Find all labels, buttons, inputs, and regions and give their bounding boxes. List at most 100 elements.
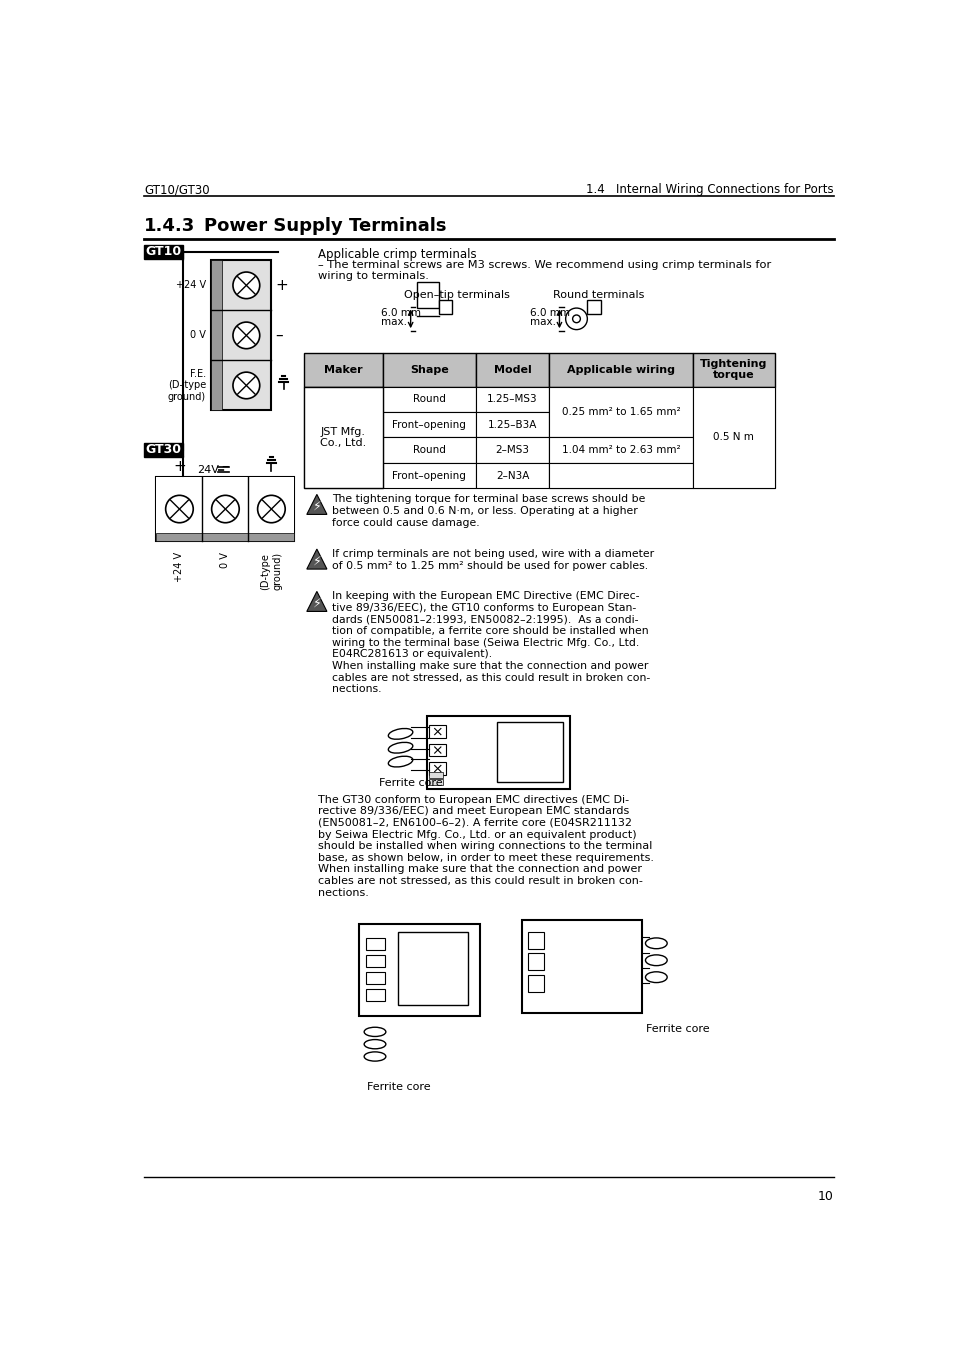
Text: 24V: 24V xyxy=(196,465,218,474)
Bar xyxy=(429,744,446,756)
Bar xyxy=(692,387,774,412)
Circle shape xyxy=(572,315,579,322)
Text: Round: Round xyxy=(413,395,445,404)
Bar xyxy=(382,353,476,387)
Bar xyxy=(382,387,476,412)
Text: +: + xyxy=(172,460,186,474)
Circle shape xyxy=(233,372,259,399)
Text: 1.25–MS3: 1.25–MS3 xyxy=(487,395,537,404)
Text: 1.04 mm² to 2.63 mm²: 1.04 mm² to 2.63 mm² xyxy=(561,445,679,456)
Text: Ferrite core: Ferrite core xyxy=(378,778,442,787)
Text: GT10: GT10 xyxy=(145,245,181,259)
Text: –: – xyxy=(221,460,229,474)
Bar xyxy=(528,931,543,949)
Bar xyxy=(303,387,382,412)
Ellipse shape xyxy=(645,972,666,983)
Bar xyxy=(587,301,600,314)
Ellipse shape xyxy=(388,743,413,754)
Bar xyxy=(692,353,774,387)
Bar xyxy=(303,437,382,462)
Bar xyxy=(438,301,452,314)
Text: F.E.
(D–type
ground): F.E. (D–type ground) xyxy=(168,369,206,402)
Text: (D-type
ground): (D-type ground) xyxy=(260,553,282,590)
Bar xyxy=(156,477,294,541)
Bar xyxy=(144,442,183,457)
Text: 0 V: 0 V xyxy=(190,330,206,341)
Text: ⚡: ⚡ xyxy=(313,597,321,609)
Bar xyxy=(528,953,543,971)
Bar xyxy=(549,437,692,462)
Text: Tightening
torque: Tightening torque xyxy=(700,359,767,380)
Bar xyxy=(692,387,774,488)
Text: GT10/GT30: GT10/GT30 xyxy=(144,183,210,197)
Text: If crimp terminals are not being used, wire with a diameter
of 0.5 mm² to 1.25 m: If crimp terminals are not being used, w… xyxy=(332,549,653,570)
Polygon shape xyxy=(307,592,327,612)
Circle shape xyxy=(233,272,259,299)
Text: +24 V: +24 V xyxy=(174,553,184,582)
Circle shape xyxy=(233,322,259,349)
Bar xyxy=(549,462,692,488)
Text: Ferrite core: Ferrite core xyxy=(645,1024,709,1034)
Text: 2–MS3: 2–MS3 xyxy=(495,445,529,456)
Text: 0.5 N m: 0.5 N m xyxy=(713,433,754,442)
Text: – The terminal screws are M3 screws. We recommend using crimp terminals for
wiri: – The terminal screws are M3 screws. We … xyxy=(317,260,770,282)
Text: In keeping with the European EMC Directive (EMC Direc-
tive 89/336/EEC), the GT1: In keeping with the European EMC Directi… xyxy=(332,592,649,694)
Bar xyxy=(303,412,382,437)
Circle shape xyxy=(166,495,193,523)
Text: 1.4.3: 1.4.3 xyxy=(144,217,195,235)
Bar xyxy=(692,412,774,437)
Bar xyxy=(429,763,446,775)
Bar xyxy=(359,925,479,1016)
Text: 1.25–B3A: 1.25–B3A xyxy=(487,419,537,430)
Text: max.: max. xyxy=(381,317,407,328)
Text: Round: Round xyxy=(413,445,445,456)
Text: Applicable wiring: Applicable wiring xyxy=(566,365,675,375)
Text: Model: Model xyxy=(493,365,531,375)
Bar xyxy=(211,260,271,411)
Bar xyxy=(382,437,476,462)
Text: JST Mfg.
Co., Ltd.: JST Mfg. Co., Ltd. xyxy=(320,426,366,449)
Bar xyxy=(303,387,382,488)
Bar xyxy=(429,725,446,737)
Bar xyxy=(549,412,692,437)
Bar xyxy=(549,353,692,387)
Circle shape xyxy=(212,495,239,523)
Bar xyxy=(365,938,385,950)
Ellipse shape xyxy=(388,728,413,739)
Text: max.: max. xyxy=(530,317,556,328)
Bar xyxy=(211,360,221,411)
Text: Front–opening: Front–opening xyxy=(392,470,466,480)
Text: 6.0 mm: 6.0 mm xyxy=(530,309,569,318)
Bar xyxy=(427,716,570,790)
Text: Round terminals: Round terminals xyxy=(553,290,644,301)
Text: +: + xyxy=(274,278,288,293)
Ellipse shape xyxy=(645,938,666,949)
Text: Ferrite core: Ferrite core xyxy=(367,1082,431,1092)
Text: 1.4   Internal Wiring Connections for Ports: 1.4 Internal Wiring Connections for Port… xyxy=(585,183,833,197)
Bar xyxy=(303,353,382,387)
Bar xyxy=(144,245,183,259)
Bar xyxy=(156,477,202,541)
Bar xyxy=(528,975,543,992)
Bar xyxy=(549,462,692,488)
Bar xyxy=(382,462,476,488)
Bar xyxy=(303,462,382,488)
Ellipse shape xyxy=(645,954,666,965)
Polygon shape xyxy=(307,549,327,569)
Text: ⚡: ⚡ xyxy=(313,500,321,512)
Text: ⚡: ⚡ xyxy=(313,554,321,568)
Circle shape xyxy=(257,495,285,523)
Text: 6.0 mm: 6.0 mm xyxy=(381,309,421,318)
Text: Shape: Shape xyxy=(410,365,448,375)
Text: Front–opening: Front–opening xyxy=(392,419,466,430)
Bar xyxy=(397,931,468,1004)
Text: Maker: Maker xyxy=(324,365,362,375)
Text: 2–N3A: 2–N3A xyxy=(496,470,529,480)
Bar xyxy=(692,437,774,462)
Ellipse shape xyxy=(364,1051,385,1061)
Bar xyxy=(476,437,549,462)
Text: –: – xyxy=(274,328,282,342)
Bar xyxy=(476,353,549,387)
Bar xyxy=(476,412,549,437)
Text: Power Supply Terminals: Power Supply Terminals xyxy=(204,217,447,235)
